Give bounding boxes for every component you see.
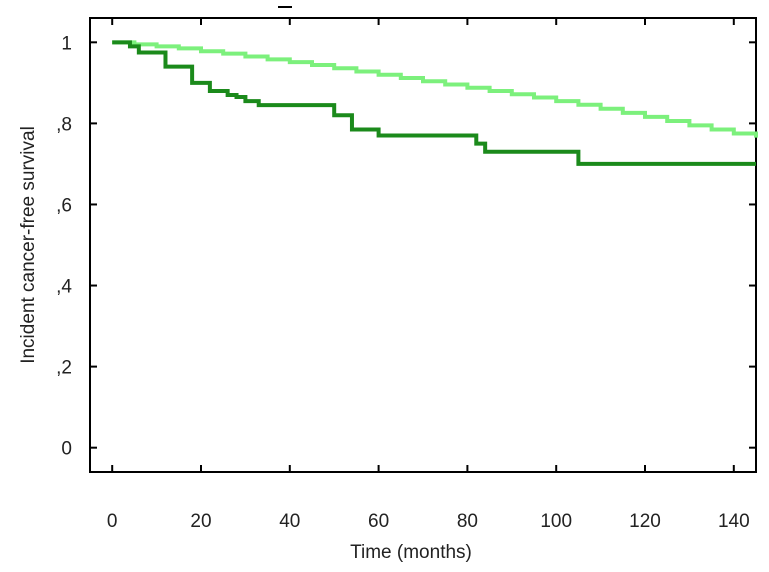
ticks-layer — [90, 18, 756, 472]
x-tick-label-100: 100 — [540, 511, 572, 532]
y-axis-label: Incident cancer-free survival — [18, 126, 39, 364]
plot-frame — [89, 17, 757, 473]
y-tick-label-0: 0 — [61, 439, 72, 460]
y-tick-label-0-8: ,8 — [56, 114, 72, 135]
x-tick-label-40: 40 — [279, 511, 300, 532]
series-line-1 — [112, 40, 758, 138]
x-axis-label: Time (months) — [350, 542, 472, 563]
x-tick-label-60: 60 — [368, 511, 389, 532]
x-tick-label-80: 80 — [457, 511, 478, 532]
y-tick-label-0-4: ,4 — [56, 277, 72, 298]
tick-labels-layer: 0 20 40 60 80 100 120 140 0 ,2 ,4 ,6 ,8 1 — [56, 33, 750, 532]
x-tick-label-0: 0 — [107, 511, 118, 532]
y-tick-label-1: 1 — [61, 33, 72, 54]
y-tick-label-0-6: ,6 — [56, 195, 72, 216]
x-tick-label-120: 120 — [629, 511, 661, 532]
y-tick-label-0-2: ,2 — [56, 358, 72, 379]
x-tick-label-140: 140 — [718, 511, 750, 532]
series-line-2 — [112, 40, 756, 166]
x-tick-label-20: 20 — [190, 511, 211, 532]
series-layer — [112, 40, 758, 166]
